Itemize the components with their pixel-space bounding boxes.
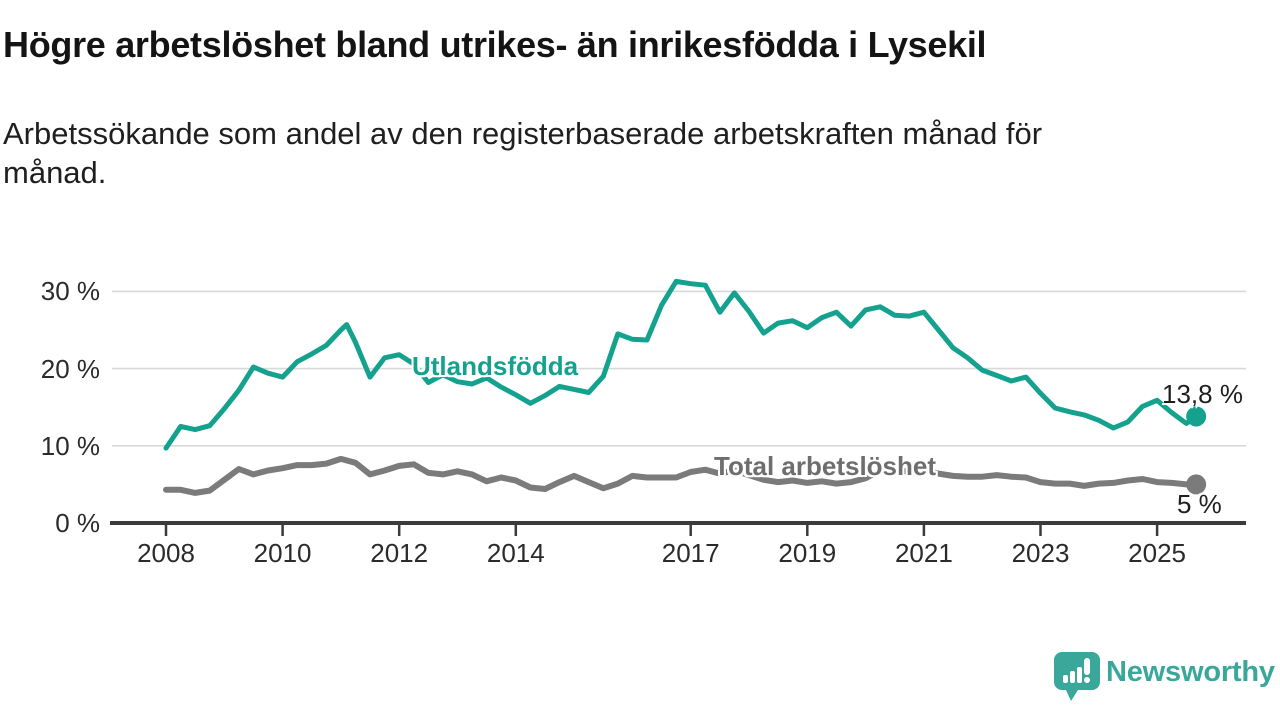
logo-wordmark: Newsworthy [1106,656,1275,688]
logo-bar-small-icon [1063,675,1068,683]
series-line-utlandsfodda [163,278,1199,451]
newsworthy-logo: Newsworthy [1052,648,1278,708]
chart-subtitle: Arbetssökande som andel av den registerb… [3,116,1043,190]
logo-bubble-icon [1054,652,1100,701]
logo-exclamation-dot-icon [1084,677,1090,683]
logo-bar-medium-icon [1070,671,1075,683]
logo-bar-large-icon [1077,667,1082,683]
chart-title: Högre arbetslöshet bland utrikes- än inr… [3,24,987,65]
logo-exclamation-bar-icon [1084,658,1090,675]
series-line-total [163,455,1200,496]
end-dot-utlandsfodda [1186,406,1207,427]
end-dot-total [1186,474,1207,495]
